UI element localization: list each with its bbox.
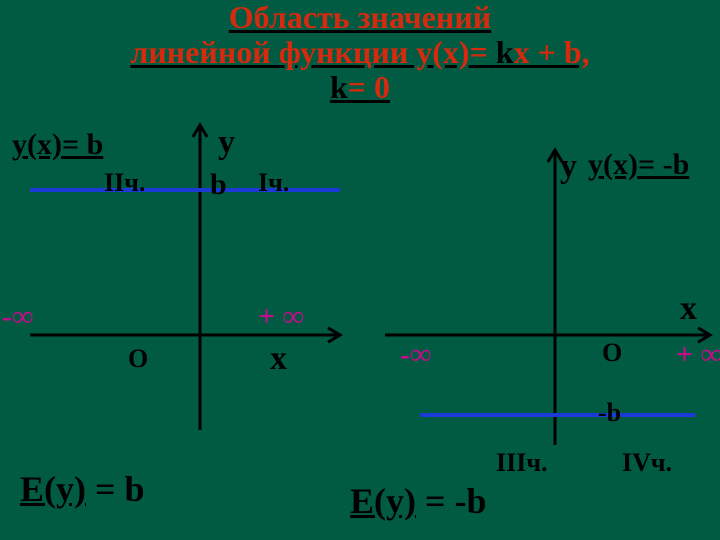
right-neg-inf: -∞ — [400, 338, 431, 372]
right-origin-label: O — [602, 338, 622, 368]
right-eq: y(x)= -b — [588, 148, 689, 182]
left-range-val: = b — [86, 469, 145, 509]
right-x-label: x — [680, 290, 697, 328]
left-q1: Iч. — [258, 168, 289, 198]
left-x-label: x — [270, 340, 287, 378]
right-y-label: y — [560, 148, 577, 186]
left-pos-inf: + ∞ — [258, 300, 304, 334]
right-range: E(y) = -b — [350, 480, 487, 522]
left-q2: IIч. — [104, 168, 145, 198]
right-q3: IIIч. — [496, 448, 548, 478]
right-q4: IVч. — [622, 448, 672, 478]
right-range-val: = -b — [416, 481, 487, 521]
right-range-ey: E(y) — [350, 481, 416, 521]
right-pos-inf: + ∞ — [676, 338, 720, 372]
left-eq: y(x)= b — [12, 128, 103, 162]
left-range: E(y) = b — [20, 468, 145, 510]
left-range-ey: E(y) — [20, 469, 86, 509]
left-neg-inf: -∞ — [2, 300, 33, 334]
left-y-label: y — [218, 124, 235, 162]
right-b-label: -b — [598, 398, 621, 428]
left-origin-label: O — [128, 344, 148, 374]
left-b-label: b — [210, 168, 227, 202]
axes-svg — [0, 0, 720, 540]
